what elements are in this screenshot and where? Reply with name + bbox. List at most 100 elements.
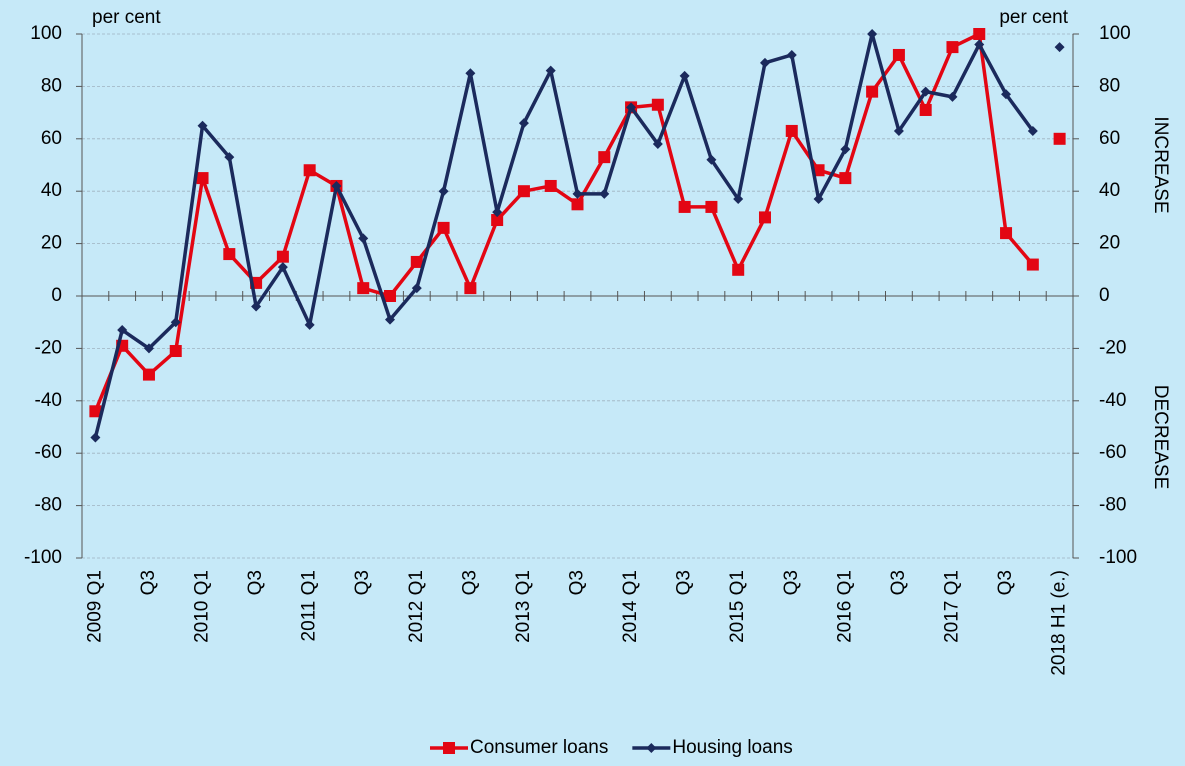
marker	[357, 282, 370, 295]
y2-tick-label: 0	[1099, 285, 1110, 306]
marker	[599, 188, 610, 199]
marker	[517, 185, 530, 198]
y2-tick-label: 80	[1099, 75, 1120, 96]
marker	[545, 65, 556, 76]
marker	[1000, 227, 1013, 240]
x-tick-label: 2018 H1 (e.)	[1049, 570, 1070, 676]
x-tick-label: 2010 Q1	[192, 570, 213, 643]
marker	[1026, 258, 1039, 271]
x-tick-label: Q3	[245, 570, 266, 595]
upper-note: INCREASE	[1150, 116, 1171, 213]
y-tick-label: 80	[41, 75, 62, 96]
legend-marker	[646, 743, 657, 753]
marker	[358, 233, 369, 244]
marker	[277, 262, 288, 273]
marker	[652, 139, 663, 150]
x-tick-label: 2014 Q1	[620, 570, 641, 643]
marker	[733, 194, 744, 205]
x-tick-label: 2015 Q1	[727, 570, 748, 643]
marker	[759, 57, 770, 68]
marker	[438, 186, 449, 197]
marker	[867, 29, 878, 39]
x-tick-label: Q3	[567, 570, 588, 595]
marker	[679, 70, 690, 81]
marker	[598, 151, 611, 164]
marker	[89, 405, 102, 418]
x-tick-label: 2009 Q1	[84, 570, 105, 643]
y-tick-label: -60	[35, 442, 62, 463]
marker	[893, 125, 904, 136]
legend-label: Housing loans	[672, 737, 792, 758]
x-tick-label: Q3	[888, 570, 909, 595]
x-tick-label: 2012 Q1	[406, 570, 427, 643]
y2-tick-label: 60	[1099, 128, 1120, 149]
y-tick-label: 20	[41, 233, 62, 254]
y-tick-label: -80	[35, 495, 62, 516]
marker	[786, 49, 797, 60]
marker	[90, 432, 101, 443]
y-tick-label: -40	[35, 390, 62, 411]
marker	[143, 343, 154, 354]
y2-tick-label: 100	[1099, 23, 1131, 44]
marker	[303, 164, 316, 177]
marker	[651, 98, 664, 111]
marker	[973, 28, 986, 40]
x-tick-label: Q3	[674, 570, 695, 595]
marker	[196, 172, 209, 185]
y2-tick-label: -80	[1099, 495, 1126, 516]
x-tick-label: Q3	[352, 570, 373, 595]
marker	[224, 152, 235, 163]
marker	[518, 118, 529, 129]
marker	[276, 250, 289, 263]
y-tick-label: 40	[41, 180, 62, 201]
marker	[706, 154, 717, 165]
marker	[1001, 89, 1012, 100]
y2-unit-label: per cent	[999, 7, 1068, 28]
series-line	[93, 32, 1035, 438]
y-tick-label: -20	[35, 337, 62, 358]
marker	[705, 200, 718, 213]
y-tick-label: -100	[24, 547, 62, 568]
marker	[437, 221, 450, 234]
marker	[464, 282, 477, 295]
y-unit-label: per cent	[92, 7, 161, 28]
x-tick-label: Q3	[459, 570, 480, 595]
y-tick-label: 60	[41, 128, 62, 149]
marker	[813, 194, 824, 205]
marker	[170, 317, 181, 328]
marker	[947, 91, 958, 102]
x-tick-label: 2017 Q1	[941, 570, 962, 643]
marker	[732, 263, 745, 276]
x-tick-label: 2011 Q1	[299, 570, 320, 641]
marker	[1054, 42, 1065, 53]
marker	[920, 86, 931, 97]
marker	[839, 172, 852, 185]
marker	[758, 211, 771, 224]
marker	[492, 207, 503, 218]
marker	[812, 164, 825, 177]
y-tick-label: 0	[51, 285, 62, 306]
marker	[223, 248, 236, 261]
legend-marker	[443, 742, 455, 754]
y2-tick-label: 20	[1099, 233, 1120, 254]
marker	[385, 314, 396, 325]
legend-label: Consumer loans	[470, 737, 608, 758]
y-tick-label: 100	[30, 23, 62, 44]
marker	[626, 102, 637, 113]
marker	[384, 290, 397, 302]
marker	[678, 200, 691, 213]
y2-tick-label: -40	[1099, 390, 1126, 411]
marker	[840, 144, 851, 155]
marker	[411, 283, 422, 294]
y2-tick-label: 40	[1099, 180, 1120, 201]
marker	[169, 345, 182, 358]
marker	[117, 325, 128, 336]
marker	[410, 255, 423, 268]
marker	[946, 41, 959, 54]
marker	[572, 188, 583, 199]
x-tick-label: Q3	[995, 570, 1016, 595]
marker	[331, 180, 342, 191]
